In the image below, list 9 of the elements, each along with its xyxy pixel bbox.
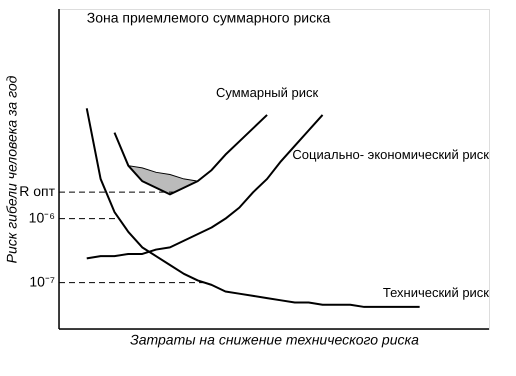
text: Зона приемлемого суммарного риска xyxy=(86,10,331,26)
x-axis-title: Затраты на снижение технического риска xyxy=(130,332,420,348)
y-axis-title: Риск гибели человека за год xyxy=(4,75,20,264)
ref-line-label: 10⁻⁶ xyxy=(28,210,55,226)
series-label: Социально- экономический риск xyxy=(292,146,490,162)
series-label: Суммарный риск xyxy=(216,84,318,100)
ref-line-label: R опт xyxy=(19,183,56,200)
series-label: Технический риск xyxy=(382,284,490,300)
ref-line-label: 10⁻⁷ xyxy=(29,274,55,290)
